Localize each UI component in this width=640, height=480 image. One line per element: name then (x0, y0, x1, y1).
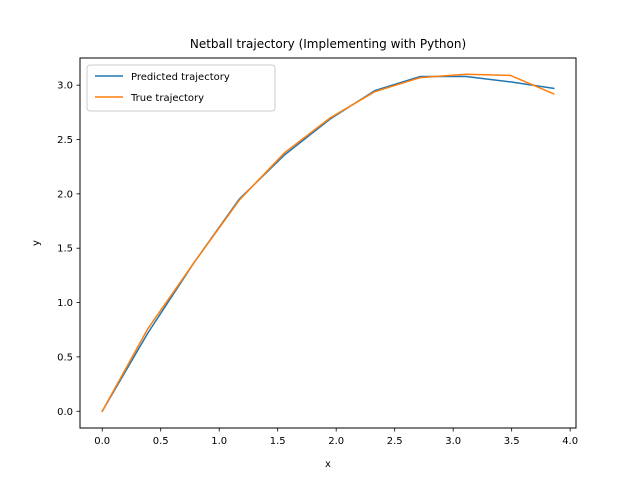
series-layer (101, 73, 555, 413)
x-axis: 0.0 0.5 1.0 1.5 2.0 2.5 3.0 3.5 4.0 (94, 428, 578, 447)
y-tick-label: 1.5 (57, 244, 73, 255)
y-tick-label: 2.5 (57, 135, 73, 146)
plot-frame (79, 57, 577, 429)
x-tick-label: 3.5 (504, 436, 520, 447)
y-tick-label: 2.0 (57, 189, 73, 200)
x-tick-label: 2.0 (328, 436, 344, 447)
x-tick-label: 0.5 (153, 436, 169, 447)
y-axis: 0.0 0.5 1.0 1.5 2.0 2.5 3.0 (57, 81, 80, 418)
x-tick-label: 0.0 (94, 436, 110, 447)
x-tick-label: 4.0 (562, 436, 578, 447)
y-tick-label: 0.0 (57, 407, 73, 418)
legend-label-1: True trajectory (130, 93, 204, 104)
x-tick-label: 1.0 (211, 436, 227, 447)
series-line-0 (101, 75, 555, 413)
x-tick-label: 1.5 (270, 436, 286, 447)
legend: Predicted trajectory True trajectory (86, 64, 276, 112)
x-tick-label: 2.5 (387, 436, 403, 447)
y-axis-label: y (31, 240, 42, 246)
legend-box (86, 64, 276, 112)
x-axis-label: x (325, 459, 331, 470)
y-tick-label: 0.5 (57, 352, 73, 363)
chart-title: Netball trajectory (Implementing with Py… (190, 37, 466, 51)
legend-label-0: Predicted trajectory (131, 72, 230, 83)
y-tick-label: 1.0 (57, 298, 73, 309)
y-tick-label: 3.0 (57, 81, 73, 92)
series-line-1 (101, 73, 555, 413)
x-tick-label: 3.0 (445, 436, 461, 447)
